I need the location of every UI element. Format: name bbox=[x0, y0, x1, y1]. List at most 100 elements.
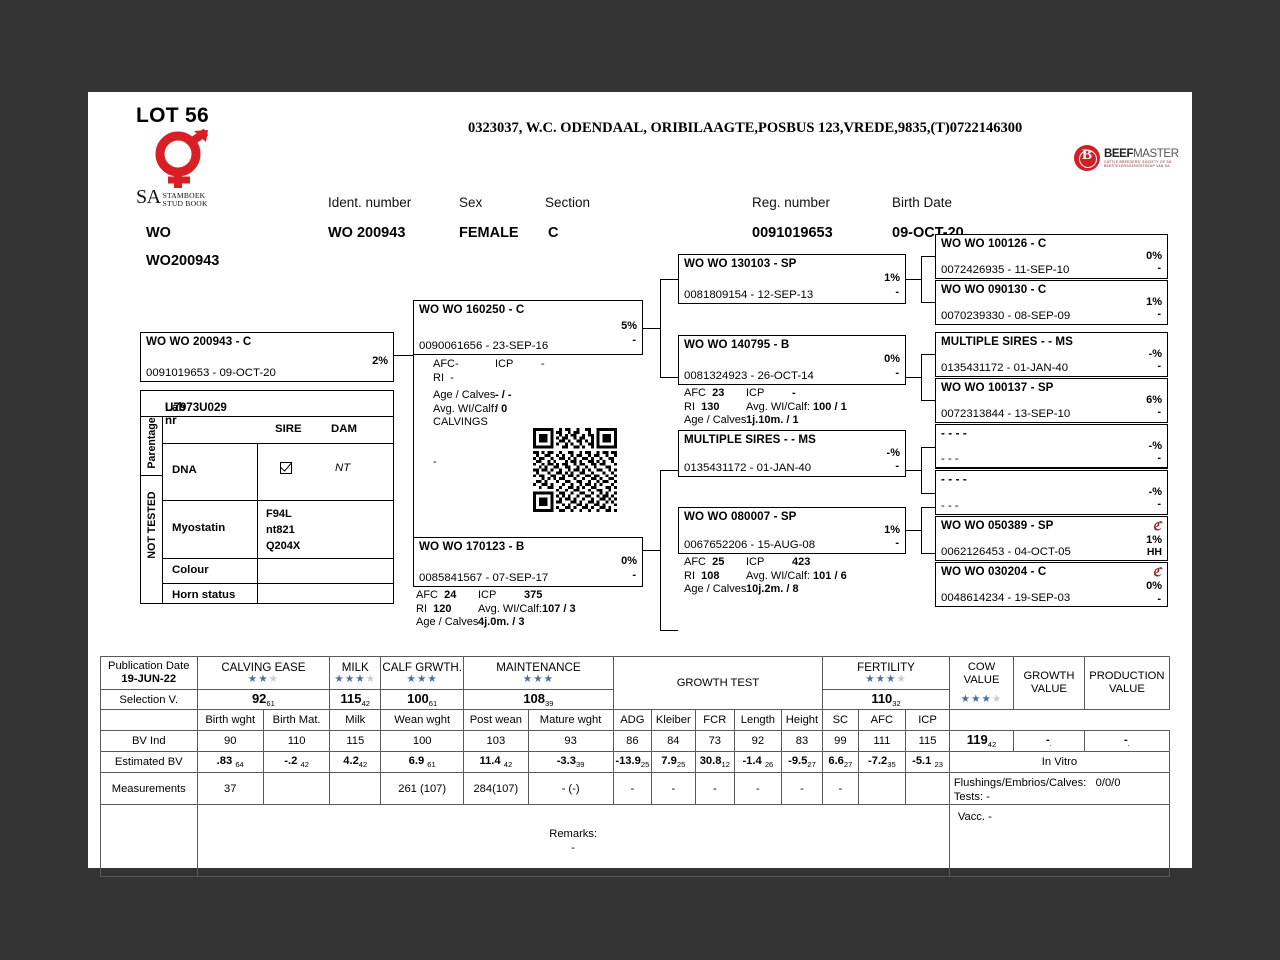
pedigree-box-gen3-0[interactable]: WO WO 130103 - SP 0081809154 - 12-SEP-13… bbox=[678, 254, 906, 304]
remarks-cell[interactable]: Remarks: - bbox=[196, 804, 950, 877]
trait-header-0: Birth wght bbox=[196, 709, 264, 731]
dna-sire-checkbox[interactable] bbox=[280, 462, 292, 474]
connector bbox=[921, 354, 923, 400]
pedigree-box-gen4-6[interactable]: WO WO 050389 - SP 0062126453 - 04-OCT-05… bbox=[935, 516, 1168, 561]
sire-dash: - bbox=[632, 334, 636, 346]
gen4-2-inbreeding: -% bbox=[1148, 348, 1162, 360]
bv-ind-11: 99 bbox=[822, 730, 859, 752]
gen3-3-afc-label: AFC bbox=[684, 556, 706, 568]
milk-value: 115 bbox=[340, 690, 362, 706]
animal-reg-date: 0091019653 - 09-OCT-20 bbox=[146, 367, 276, 379]
column-header-sire: SIRE bbox=[275, 423, 302, 435]
trait-header-5: Mature wght bbox=[527, 709, 614, 731]
bv-ind-6: 86 bbox=[612, 730, 653, 752]
group-calving-ease-stars: ★★★ bbox=[247, 673, 280, 685]
gen3-3-age-calves-label: Age / Calves bbox=[684, 583, 747, 596]
row-label-colour: Colour bbox=[172, 564, 209, 576]
group-maintenance-label: MAINTENANCE bbox=[496, 661, 581, 674]
pedigree-box-dam[interactable]: WO WO 170123 - B 0085841567 - 07-SEP-17 … bbox=[413, 537, 643, 587]
sa-logo-line1: STAMBOEK bbox=[162, 190, 206, 200]
sire-inbreeding: 5% bbox=[621, 320, 637, 332]
gen4-0-reg-date: 0072426935 - 11-SEP-10 bbox=[941, 264, 1070, 276]
gen3-3-avg-wi-label: Avg. WI/Calf: bbox=[746, 569, 810, 582]
maintenance-value: 108 bbox=[523, 690, 546, 706]
pedigree-box-sire[interactable]: WO WO 160250 - C 0090061656 - 23-SEP-16 … bbox=[413, 300, 643, 355]
sa-studbook-logo: SA STAMBOEK STUD BOOK bbox=[136, 128, 232, 218]
connector bbox=[921, 400, 935, 402]
measurement-5: - (-) bbox=[527, 772, 614, 805]
sire-avg-wi-label: Avg. WI/Calf: bbox=[433, 402, 497, 415]
trait-header-1: Birth Mat. bbox=[262, 709, 331, 731]
sire-name: WO WO 160250 - C bbox=[419, 303, 525, 316]
gen3-1-reg-date: 0081324923 - 26-OCT-14 bbox=[684, 370, 814, 382]
bv-ind-1: 110 bbox=[262, 730, 331, 752]
group-calving-ease-label: CALVING EASE bbox=[221, 661, 306, 674]
production-value-value: - bbox=[1123, 733, 1128, 746]
est-bv-0-value: .83 bbox=[216, 754, 233, 767]
gen3-2-name: MULTIPLE SIRES - - MS bbox=[684, 433, 816, 446]
flushings-value: 0/0/0 bbox=[1095, 777, 1121, 789]
pedigree-box-gen3-3[interactable]: WO WO 080007 - SP 0067652206 - 15-AUG-08… bbox=[678, 507, 906, 554]
gen4-5-name: - - - - bbox=[941, 473, 967, 486]
pedigree-box-gen4-3[interactable]: WO WO 100137 - SP 0072313844 - 13-SEP-10… bbox=[935, 378, 1168, 423]
remarks-label: Remarks: bbox=[549, 827, 598, 840]
connector bbox=[921, 447, 923, 493]
qr-code[interactable] bbox=[533, 428, 617, 512]
parentage-row-horn-status: Horn status bbox=[163, 584, 393, 609]
pedigree-box-gen4-2[interactable]: MULTIPLE SIRES - - MS 0135431172 - 01-JA… bbox=[935, 332, 1168, 377]
gen3-3-ri-label: RI bbox=[684, 569, 695, 582]
gen3-3-ri-value: 108 bbox=[701, 569, 720, 582]
dam-avg-wi-label: Avg. WI/Calf: bbox=[478, 602, 542, 615]
pedigree-box-gen4-1[interactable]: WO WO 090130 - C 0070239330 - 08-SEP-09 … bbox=[935, 280, 1168, 325]
dam-dash: - bbox=[632, 569, 636, 581]
flushings-cell: Flushings/Embrios/Calves: 0/0/0 Tests: - bbox=[948, 772, 1171, 805]
gen4-3-name: WO WO 100137 - SP bbox=[941, 381, 1054, 394]
connector bbox=[921, 493, 935, 495]
bv-ind-9: 92 bbox=[734, 730, 782, 752]
gen4-4-reg-date: - - - bbox=[941, 453, 959, 465]
bv-ind-13: 115 bbox=[905, 730, 950, 752]
connector bbox=[906, 470, 922, 472]
pedigree-box-gen4-5[interactable]: - - - - - - - -% - bbox=[935, 470, 1168, 515]
vacc-cell: Vacc. - bbox=[948, 804, 1171, 877]
connector bbox=[660, 470, 662, 630]
pedigree-box-gen3-1[interactable]: WO WO 140795 - B 0081324923 - 26-OCT-14 … bbox=[678, 335, 906, 385]
connector bbox=[906, 530, 922, 532]
gen3-3-age-calves-value: 10j.2m. / 8 bbox=[746, 583, 799, 596]
gen3-3-avg-wi-value: 101 / 6 bbox=[813, 569, 847, 582]
trait-header-11: SC bbox=[822, 709, 859, 731]
sa-logo-initials: SA bbox=[136, 186, 161, 208]
parentage-test-table: Lab nr U7973U029 Parentage NOT TESTED SI… bbox=[140, 390, 394, 604]
gen3-1-avg-wi-value: 100 / 1 bbox=[813, 400, 847, 413]
parentage-vertical-column bbox=[141, 417, 163, 603]
measurement-2 bbox=[329, 772, 382, 805]
est-bv-1-acc: 42 bbox=[300, 760, 309, 770]
breeding-values-table: Publication Date 19-JUN-22 CALVING EASE … bbox=[100, 656, 1171, 877]
gen4-2-reg-date: 0135431172 - 01-JAN-40 bbox=[941, 362, 1069, 374]
est-bv-13-value: -5.1 bbox=[912, 754, 932, 767]
gen4-0-name: WO WO 100126 - C bbox=[941, 237, 1047, 250]
beefmaster-badge-icon bbox=[1074, 145, 1100, 171]
gen3-1-afc-value: 23 bbox=[712, 387, 725, 399]
est-bv-5-value: -3.3 bbox=[556, 754, 576, 767]
pedigree-box-animal[interactable]: WO WO 200943 - C 0091019653 - 09-OCT-20 … bbox=[140, 332, 394, 382]
dam-age-calves-value: 4j.0m. / 3 bbox=[478, 616, 525, 629]
connector bbox=[921, 507, 923, 553]
measurement-1 bbox=[262, 772, 331, 805]
bv-ind-4: 103 bbox=[463, 730, 529, 752]
measurement-6: - bbox=[612, 772, 653, 805]
est-bv-12-value: -7.2 bbox=[868, 754, 888, 767]
milk-acc: 42 bbox=[361, 699, 370, 709]
pedigree-box-gen3-2[interactable]: MULTIPLE SIRES - - MS 0135431172 - 01-JA… bbox=[678, 430, 906, 477]
pedigree-box-gen4-0[interactable]: WO WO 100126 - C 0072426935 - 11-SEP-10 … bbox=[935, 234, 1168, 279]
gen4-5-inbreeding: -% bbox=[1148, 486, 1162, 498]
connector bbox=[643, 328, 661, 330]
pedigree-box-gen4-7[interactable]: WO WO 030204 - C 0048614234 - 19-SEP-03 … bbox=[935, 562, 1168, 607]
divider bbox=[257, 444, 259, 603]
vacc-value: Vacc. - bbox=[957, 811, 992, 823]
group-production-value-label-2: VALUE bbox=[1108, 683, 1145, 695]
gen4-1-reg-date: 0070239330 - 08-SEP-09 bbox=[941, 310, 1071, 322]
connector bbox=[413, 328, 415, 550]
pedigree-box-gen4-4[interactable]: - - - - - - - -% - bbox=[935, 424, 1168, 469]
gen4-7-dash: - bbox=[1157, 593, 1161, 605]
